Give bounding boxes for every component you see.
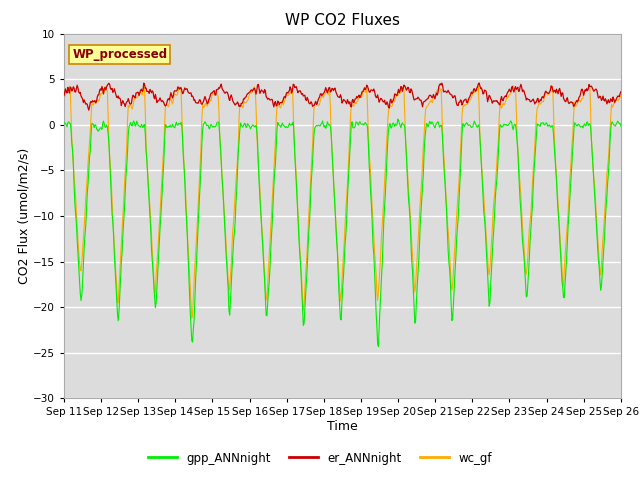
gpp_ANNnight: [60, 120, 68, 125]
er_ANNnight: [70, 85, 78, 91]
wc_gf: [188, 315, 196, 321]
gpp_ANNnight: [184, 249, 192, 255]
er_ANNnight: [128, 96, 136, 101]
Line: er_ANNnight: er_ANNnight: [64, 83, 621, 110]
gpp_ANNnight: [428, 119, 436, 125]
er_ANNnight: [617, 89, 625, 95]
wc_gf: [617, 93, 625, 98]
er_ANNnight: [411, 97, 419, 103]
Title: WP CO2 Fluxes: WP CO2 Fluxes: [285, 13, 400, 28]
wc_gf: [411, 289, 419, 295]
gpp_ANNnight: [412, 319, 419, 324]
gpp_ANNnight: [394, 116, 402, 122]
wc_gf: [70, 173, 78, 179]
Legend: gpp_ANNnight, er_ANNnight, wc_gf: gpp_ANNnight, er_ANNnight, wc_gf: [143, 447, 497, 469]
gpp_ANNnight: [214, 120, 221, 125]
Text: WP_processed: WP_processed: [72, 48, 168, 61]
er_ANNnight: [476, 80, 483, 86]
wc_gf: [509, 83, 517, 89]
Line: gpp_ANNnight: gpp_ANNnight: [64, 119, 621, 347]
gpp_ANNnight: [374, 344, 382, 349]
er_ANNnight: [85, 108, 93, 113]
er_ANNnight: [185, 90, 193, 96]
Line: wc_gf: wc_gf: [64, 86, 621, 318]
gpp_ANNnight: [70, 182, 78, 188]
Y-axis label: CO2 Flux (umol/m2/s): CO2 Flux (umol/m2/s): [17, 148, 30, 284]
er_ANNnight: [214, 86, 222, 92]
wc_gf: [184, 242, 192, 248]
er_ANNnight: [428, 93, 435, 99]
X-axis label: Time: Time: [327, 420, 358, 433]
er_ANNnight: [60, 93, 68, 98]
wc_gf: [214, 93, 222, 98]
wc_gf: [127, 104, 135, 110]
gpp_ANNnight: [617, 123, 625, 129]
wc_gf: [60, 96, 68, 102]
wc_gf: [428, 97, 435, 103]
gpp_ANNnight: [127, 122, 135, 128]
